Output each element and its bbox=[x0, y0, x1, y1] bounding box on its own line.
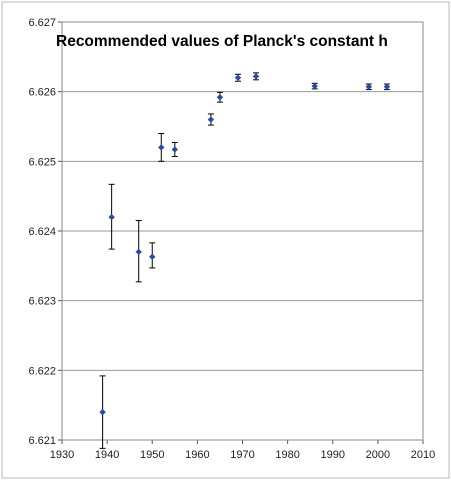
marker-8 bbox=[234, 74, 242, 81]
data-point-11 bbox=[365, 83, 373, 91]
chart-title: Recommended values of Planck's constant … bbox=[56, 33, 388, 50]
x-tick-label-0: 1930 bbox=[50, 449, 74, 461]
data-point-10 bbox=[311, 82, 318, 90]
marker-1 bbox=[108, 213, 115, 221]
marker-10 bbox=[311, 82, 318, 90]
marker-3 bbox=[149, 253, 156, 260]
data-point-9 bbox=[252, 72, 260, 81]
y-tick-label-3: 6.624 bbox=[28, 226, 56, 238]
x-tick-label-5: 1980 bbox=[275, 449, 299, 461]
data-point-3 bbox=[149, 242, 156, 269]
x-tick-label-7: 2000 bbox=[366, 449, 390, 461]
data-point-1 bbox=[108, 183, 115, 250]
marker-6 bbox=[207, 116, 215, 123]
marker-2 bbox=[135, 248, 142, 256]
x-tick-label-8: 2010 bbox=[411, 449, 435, 461]
data-point-12 bbox=[383, 83, 391, 91]
data-point-0 bbox=[99, 375, 106, 449]
marker-5 bbox=[171, 146, 179, 153]
y-tick-label-6: 6.627 bbox=[28, 17, 56, 29]
data-point-4 bbox=[158, 132, 165, 162]
data-point-6 bbox=[207, 113, 215, 126]
y-tick-label-4: 6.625 bbox=[28, 156, 56, 168]
marker-0 bbox=[99, 408, 106, 416]
data-point-2 bbox=[135, 220, 142, 283]
y-tick-labels: 6.621 6.622 6.623 6.624 6.625 6.626 6.627 bbox=[28, 17, 56, 447]
x-tick-label-3: 1960 bbox=[185, 449, 209, 461]
marker-11 bbox=[365, 83, 373, 90]
y-tick-label-1: 6.622 bbox=[28, 365, 56, 377]
x-tick-label-2: 1950 bbox=[140, 449, 164, 461]
x-tick-label-1: 1940 bbox=[95, 449, 119, 461]
plot-area bbox=[61, 21, 424, 441]
x-tick-label-6: 1990 bbox=[321, 449, 345, 461]
data-point-5 bbox=[171, 142, 179, 157]
data-point-8 bbox=[234, 73, 242, 82]
marker-12 bbox=[383, 83, 391, 90]
marker-7 bbox=[216, 94, 224, 101]
x-tick-labels: 1930 1940 1950 1960 1970 1980 1990 2000 2010 bbox=[50, 449, 435, 461]
x-tick-label-4: 1970 bbox=[230, 449, 254, 461]
marker-9 bbox=[252, 73, 260, 80]
y-tick-label-2: 6.623 bbox=[28, 296, 56, 308]
data-point-7 bbox=[216, 91, 224, 103]
y-tick-label-5: 6.626 bbox=[28, 87, 56, 99]
y-tick-label-0: 6.621 bbox=[28, 435, 56, 447]
marker-4 bbox=[158, 144, 165, 151]
data-points bbox=[99, 72, 391, 449]
